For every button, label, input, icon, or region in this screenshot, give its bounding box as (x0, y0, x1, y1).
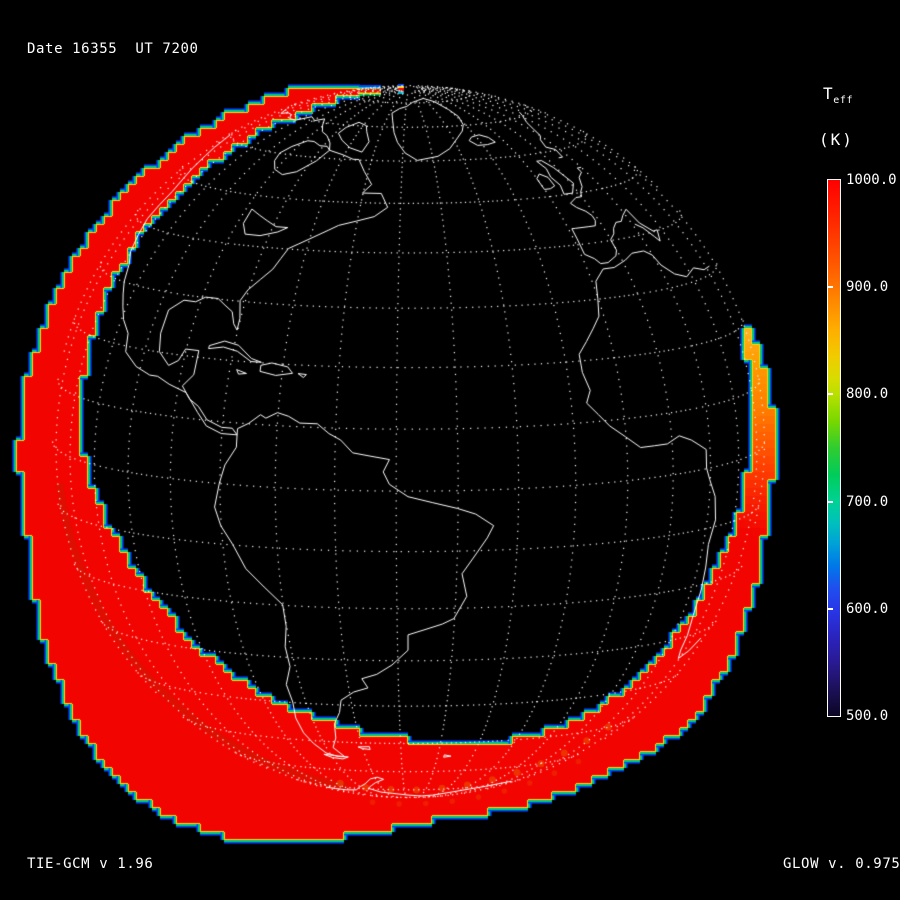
colorbar-tick-label: 500.0 (846, 708, 889, 724)
colorbar-title-subscript: eff (833, 95, 854, 107)
colorbar-tick-label: 600.0 (846, 600, 889, 617)
colorbar-units: (K) (819, 130, 854, 149)
colorbar-tick-mark (828, 607, 833, 610)
colorbar-gradient (827, 179, 841, 717)
colorbar-tick-mark (828, 500, 833, 503)
colorbar-tick-label: 900.0 (846, 279, 889, 296)
date-time-label: Date 16355 UT 7200 (27, 41, 199, 57)
model-version-label: TIE-GCM v 1.96 (27, 856, 154, 872)
glow-version-label: GLOW v. 0.975 (783, 856, 900, 872)
colorbar-tick-label: 800.0 (846, 386, 889, 403)
colorbar-title: Teff (823, 84, 854, 107)
colorbar-tick-label: 700.0 (846, 493, 889, 510)
colorbar-tick-label: 1000.0 (846, 172, 897, 188)
colorbar-tick-mark (828, 286, 833, 289)
colorbar-tick-mark (828, 393, 833, 396)
